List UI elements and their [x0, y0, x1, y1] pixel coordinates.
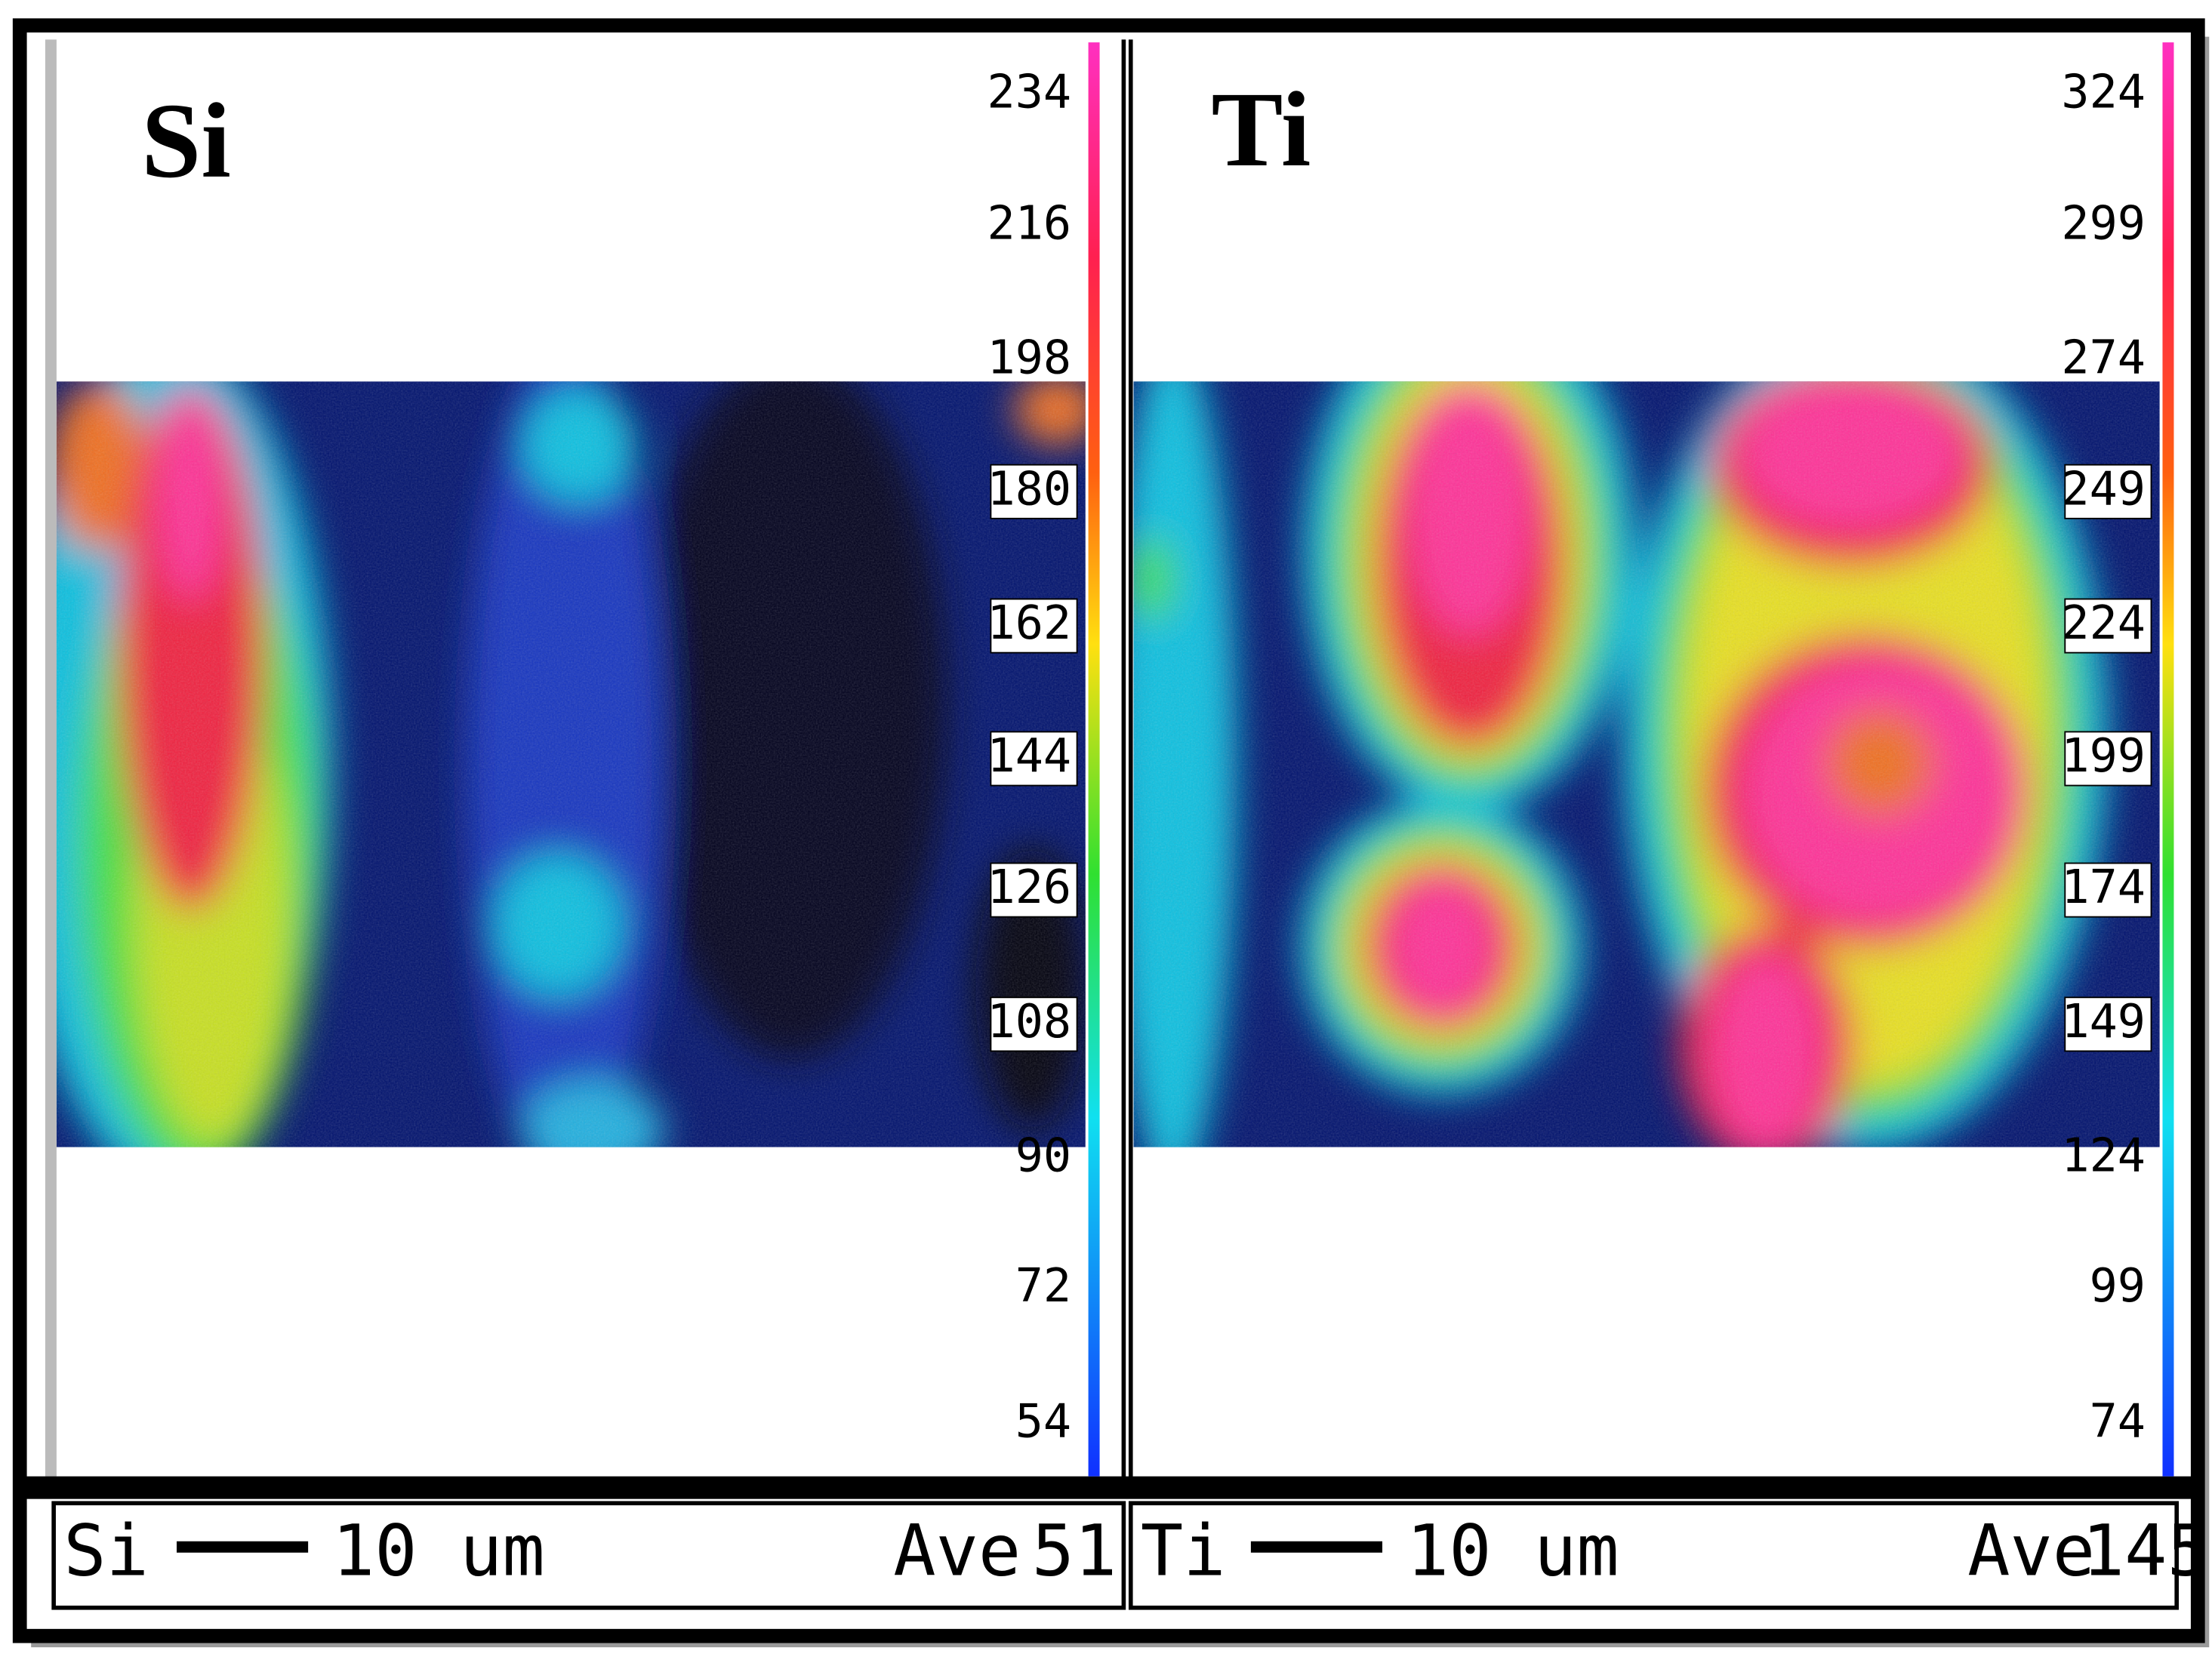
scale-label: 180	[987, 461, 1072, 516]
map-noise	[1133, 381, 2160, 1147]
tick-box	[990, 598, 1078, 654]
scale-label: 274	[2061, 330, 2146, 384]
scale-label: 174	[2061, 860, 2146, 914]
map-noise	[56, 381, 1086, 1147]
color-bar	[1088, 42, 1100, 1477]
tick-box	[2064, 464, 2152, 519]
tick-box	[990, 862, 1078, 918]
scale-text: 10 um	[332, 1510, 545, 1592]
tick-box	[990, 464, 1078, 519]
scale-label: 199	[2061, 728, 2146, 783]
average-label: Ave	[1967, 1510, 2095, 1592]
scale-label: 198	[987, 330, 1072, 384]
footer-element: Si	[63, 1510, 149, 1592]
footer-element: Ti	[1141, 1510, 1226, 1592]
scale-label: 74	[2090, 1394, 2146, 1449]
tick-box	[2064, 862, 2152, 918]
scale-label: 54	[1015, 1394, 1071, 1449]
footer-box	[51, 1501, 1126, 1610]
tick-box	[2064, 996, 2152, 1052]
footer-band	[25, 1476, 2192, 1499]
tick-box	[990, 996, 1078, 1052]
scale-label: 72	[1015, 1258, 1071, 1313]
scale-label: 234	[987, 64, 1072, 119]
scale-label: 126	[987, 860, 1072, 914]
scale-label: 124	[2061, 1129, 2146, 1183]
scale-label: 249	[2061, 461, 2146, 516]
scale-label: 299	[2061, 196, 2146, 251]
footer-box	[1128, 1501, 2180, 1610]
tick-box	[990, 731, 1078, 787]
element-label: Ti	[1211, 69, 1311, 189]
scale-label: 90	[1015, 1129, 1071, 1183]
si-map	[56, 381, 1086, 1147]
scale-label: 216	[987, 196, 1072, 251]
tick-box	[2064, 731, 2152, 787]
scale-label: 99	[2090, 1258, 2146, 1313]
scale-label: 108	[987, 994, 1072, 1049]
average-value: 145	[2082, 1510, 2210, 1592]
color-bar	[2162, 42, 2174, 1477]
average-label: Ave	[893, 1510, 1021, 1592]
labels: Si 234 216 198 180 162 144 126 108 90 72 54 Si 10 um A…	[63, 64, 2210, 1592]
scale-label: 149	[2061, 994, 2146, 1049]
left-edge	[45, 39, 57, 1478]
scale-label: 144	[987, 728, 1072, 783]
element-label: Si	[141, 81, 231, 200]
scale-label: 324	[2061, 64, 2146, 119]
scale-text: 10 um	[1406, 1510, 1619, 1592]
average-value: 51	[1032, 1510, 1117, 1592]
scale-label: 162	[987, 596, 1072, 650]
ti-map	[1133, 381, 2160, 1147]
scale-label: 224	[2061, 596, 2146, 650]
tick-box	[2064, 598, 2152, 654]
